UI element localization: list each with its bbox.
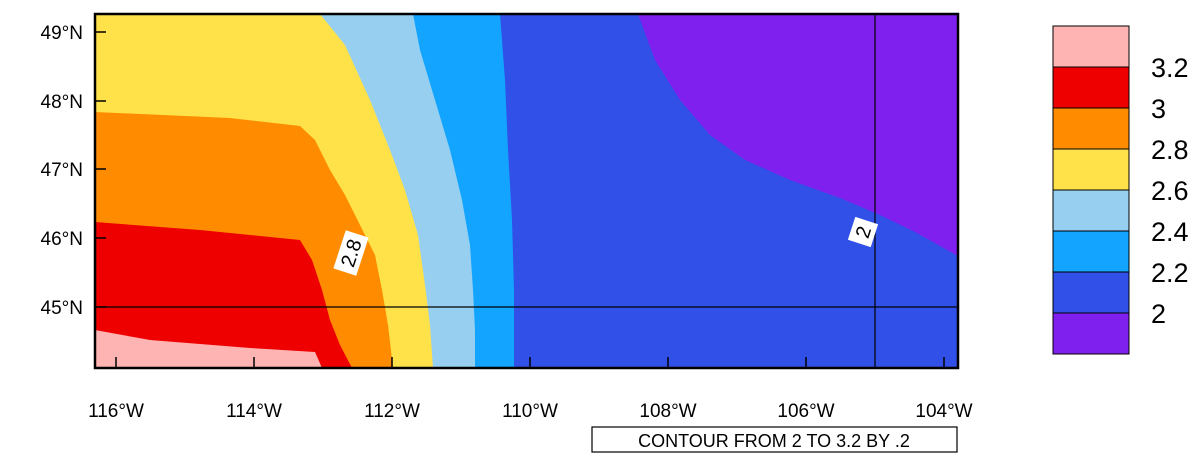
legend-label: 3.2 <box>1151 53 1189 83</box>
contour-info-text: CONTOUR FROM 2 TO 3.2 BY .2 <box>638 431 910 451</box>
map-plot-area: 2.8 2 <box>95 14 958 368</box>
lat-tick-label: 46°N <box>41 229 83 250</box>
legend-label: 2.4 <box>1151 217 1189 247</box>
lon-tick-label: 112°W <box>364 401 420 422</box>
legend-swatch <box>1052 107 1130 150</box>
legend-swatch <box>1052 271 1130 314</box>
lon-tick-label: 110°W <box>502 401 558 422</box>
legend-label: 2.8 <box>1151 135 1189 165</box>
lon-tick-label: 114°W <box>226 401 282 422</box>
legend-label: 2.2 <box>1151 258 1189 288</box>
lat-tick-label: 47°N <box>41 160 83 181</box>
lat-tick-label: 45°N <box>41 298 83 319</box>
band-3-3.2 <box>95 222 352 368</box>
lon-tick-label: 108°W <box>639 401 696 422</box>
legend-swatch <box>1052 230 1130 273</box>
legend-label: 3 <box>1151 94 1166 124</box>
legend-swatch <box>1052 25 1130 68</box>
lon-tick-label: 106°W <box>777 401 834 422</box>
lon-tick-label: 104°W <box>915 401 972 422</box>
latitude-axis: 49°N 48°N 47°N 46°N 45°N <box>41 23 106 319</box>
legend-label: 2 <box>1151 299 1166 329</box>
legend-swatch <box>1052 189 1130 232</box>
lat-tick-label: 48°N <box>41 92 83 113</box>
plot-frame <box>93 12 960 370</box>
legend-swatch <box>1052 148 1130 191</box>
lon-tick-label: 116°W <box>88 401 144 422</box>
legend-swatch <box>1052 312 1130 355</box>
contour-info-box: CONTOUR FROM 2 TO 3.2 BY .2 <box>591 426 958 453</box>
lat-tick-label: 49°N <box>41 23 83 44</box>
legend-label: 2.6 <box>1151 176 1189 206</box>
legend-swatch <box>1052 66 1130 109</box>
color-legend: 3.2 3 2.8 2.6 2.4 2.2 2 <box>1052 25 1189 355</box>
longitude-axis: 116°W 114°W 112°W 110°W 108°W 106°W 104°… <box>88 357 973 422</box>
contour-label-2: 2 <box>847 216 879 248</box>
band-above-3.2 <box>95 330 322 368</box>
